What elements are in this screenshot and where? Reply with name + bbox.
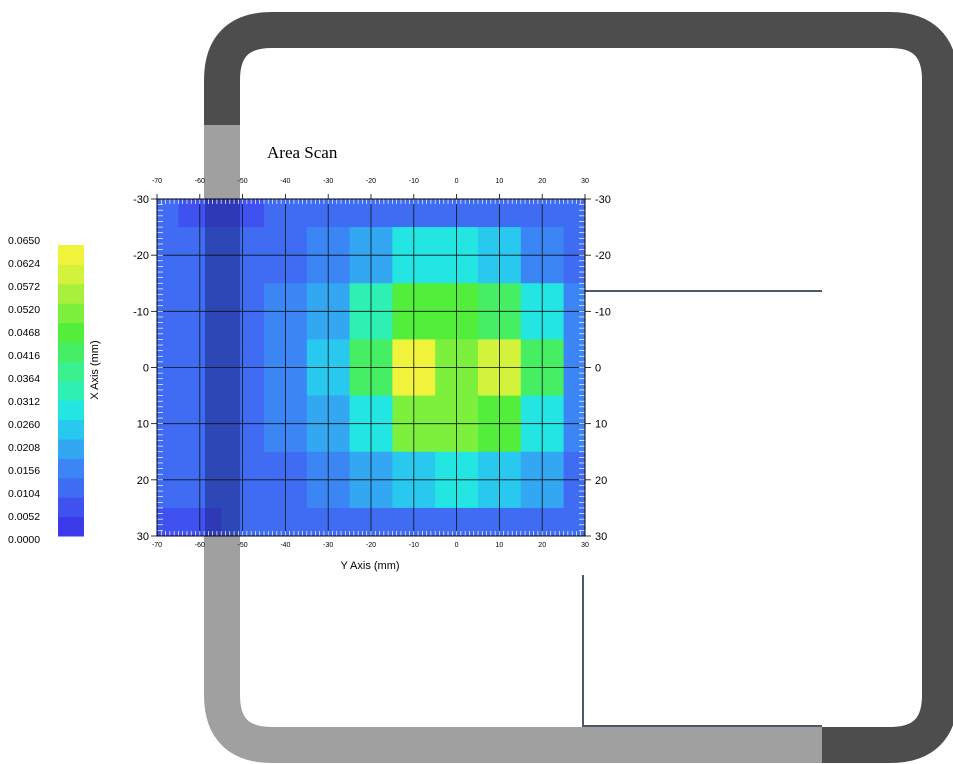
colorbar-swatch [58,380,84,401]
colorbar-swatch [58,264,84,285]
x-tick-label-bottom: 30 [581,542,589,549]
x-tick-label-top: -50 [238,178,248,185]
x-tick-label-top: -70 [152,178,162,185]
y-tick-label-right: -20 [595,250,611,262]
x-tick-label-bottom: -10 [409,542,419,549]
colorbar-swatch [58,458,84,479]
x-tick-label-top: -20 [366,178,376,185]
heatmap-cell [157,199,179,228]
x-tick-label-bottom: 20 [538,542,546,549]
colorbar-swatch [58,439,84,459]
heatmap-cell [563,199,585,228]
colorbar-swatch [58,342,84,362]
background-frame [204,12,953,763]
colorbar-label: 0.0624 [8,258,40,270]
colorbar-swatch [58,245,84,265]
y-tick-label-right: -30 [595,194,611,206]
x-tick-label-top: -10 [409,178,419,185]
frame-light-bottom [204,125,822,763]
y-tick-label-left: 30 [137,531,149,543]
colorbar-label: 0.0520 [8,304,40,316]
x-tick-label-bottom: 10 [496,542,504,549]
steel-line-lower [582,575,822,727]
y-tick-label-left: -20 [133,250,149,262]
colorbar-swatch [58,497,84,518]
colorbar-label: 0.0260 [8,419,40,431]
colorbar-swatch [58,303,84,324]
x-tick-label-bottom: 0 [455,542,459,549]
colorbar-swatch [58,419,84,440]
x-tick-label-bottom: -30 [323,542,333,549]
colorbar-label: 0.0052 [8,511,40,523]
colorbar-swatch [58,516,84,537]
heatmap-cell [563,507,585,536]
colorbar-label: 0.0312 [8,396,40,408]
x-axis-label: Y Axis (mm) [340,560,399,572]
y-tick-label-left: 20 [137,475,149,487]
x-tick-label-bottom: -70 [152,542,162,549]
y-tick-label-right: 30 [595,531,607,543]
y-tick-label-left: 0 [143,363,149,375]
colorbar-labels: 0.0650 0.0624 0.0572 0.0520 0.0468 0.0416 0.03… [8,235,40,546]
heatmap-cell [157,507,179,536]
x-tick-label-bottom: -40 [280,542,290,549]
heatmap-chart: -70 -70 -60 -60 -50 -50 -40 -40 -30 -30 -20 -20 -10 -… [89,143,611,572]
frame-dark-top [204,12,953,135]
colorbar-swatch [58,322,84,343]
colorbar-label: 0.0572 [8,281,40,293]
x-tick-label-top: 30 [581,178,589,185]
colorbar-swatch [58,283,84,304]
colorbar-swatches [58,245,84,537]
x-tick-label-top: 20 [538,178,546,185]
minor-ticks [156,198,586,537]
colorbar-label: 0.0156 [8,465,40,477]
x-tick-label-top: 10 [496,178,504,185]
colorbar-swatch [58,400,84,421]
y-tick-label-right: -10 [595,306,611,318]
y-tick-label-left: 10 [137,419,149,431]
y-tick-label-right: 0 [595,363,601,375]
x-tick-label-top: -40 [280,178,290,185]
colorbar: 0.0650 0.0624 0.0572 0.0520 0.0468 0.0416 0.03… [8,235,84,546]
colorbar-swatch [58,361,84,382]
colorbar-label: 0.0650 [8,235,40,247]
colorbar-label: 0.0416 [8,350,40,362]
y-tick-label-left: -10 [133,306,149,318]
colorbar-swatch [58,477,84,498]
y-tick-label-right: 20 [595,475,607,487]
y-tick-label-right: 10 [595,419,607,431]
y-axis-label: X Axis (mm) [89,340,101,399]
colorbar-label: 0.0468 [8,327,40,339]
x-tick-label-top: 0 [455,178,459,185]
axis-tick-labels: -70 -70 -60 -60 -50 -50 -40 -40 -30 -30 -20 -20 -10 -… [133,178,611,549]
y-tick-label-left: -30 [133,194,149,206]
frame-right-side [822,135,953,763]
chart-title: Area Scan [267,143,338,162]
x-tick-label-bottom: -60 [195,542,205,549]
x-tick-label-top: -60 [195,178,205,185]
x-tick-label-bottom: -50 [238,542,248,549]
colorbar-label: 0.0000 [8,534,40,546]
x-tick-label-top: -30 [323,178,333,185]
colorbar-label: 0.0364 [8,373,40,385]
colorbar-label: 0.0208 [8,442,40,454]
colorbar-label: 0.0104 [8,488,40,500]
x-tick-label-bottom: -20 [366,542,376,549]
